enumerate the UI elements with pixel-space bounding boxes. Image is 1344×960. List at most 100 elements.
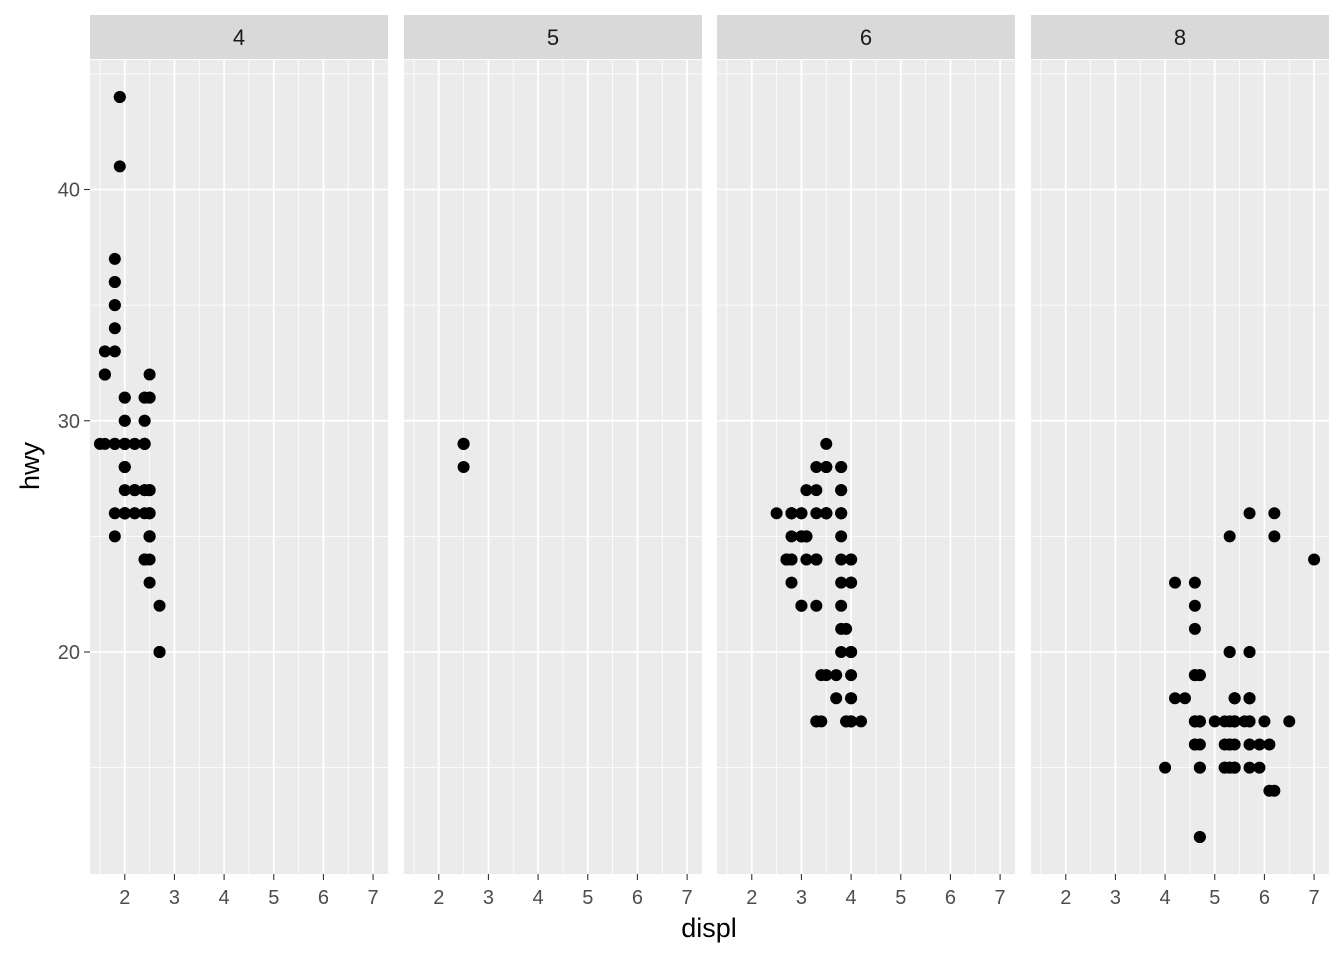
data-point [1218, 715, 1231, 728]
facet-strip [1031, 15, 1329, 59]
x-tick-label: 5 [895, 887, 906, 909]
data-point [143, 484, 156, 497]
data-point [1188, 576, 1201, 589]
data-point [835, 484, 848, 497]
data-point [785, 530, 798, 543]
data-point [98, 368, 111, 381]
panel-background [404, 60, 702, 874]
x-tick-label: 7 [995, 887, 1006, 909]
data-point [845, 553, 858, 566]
data-point [108, 345, 121, 358]
data-point [845, 646, 858, 658]
x-tick-label: 5 [1209, 887, 1220, 909]
data-point [1238, 715, 1251, 728]
data-point [143, 368, 156, 381]
data-point [1253, 761, 1266, 774]
data-point [1228, 738, 1241, 751]
data-point [118, 414, 131, 427]
data-point [810, 599, 823, 612]
data-point [1308, 553, 1321, 566]
data-point [153, 646, 166, 658]
data-point [830, 692, 843, 705]
data-point [820, 437, 833, 450]
data-point [1268, 507, 1281, 520]
data-point [113, 91, 126, 103]
data-point [1283, 715, 1296, 728]
panel-background [717, 60, 1015, 874]
x-tick-label: 5 [582, 887, 593, 909]
data-point [1268, 530, 1281, 543]
x-axis-title: displ [681, 913, 737, 943]
data-point [1193, 669, 1206, 682]
data-point [830, 669, 843, 682]
data-point [1208, 715, 1221, 728]
data-point [1258, 715, 1271, 728]
data-point [1263, 738, 1276, 751]
y-axis-title: hwy [15, 441, 45, 490]
data-point [845, 669, 858, 682]
data-point [108, 276, 121, 288]
facet-panel-6: 6 2 3 4 5 6 7 [717, 15, 1015, 909]
x-tick-label: 7 [682, 887, 693, 909]
data-point [795, 530, 808, 543]
x-tick-label: 2 [1060, 887, 1071, 909]
data-point [1223, 646, 1236, 658]
data-point [785, 507, 798, 520]
data-point [835, 553, 848, 566]
x-tick-label: 5 [268, 887, 279, 909]
data-point [108, 530, 121, 543]
data-point [108, 507, 121, 520]
data-point [845, 692, 858, 705]
x-tick-label: 6 [945, 887, 956, 909]
data-point [108, 437, 121, 450]
data-point [1228, 692, 1241, 705]
data-point [795, 507, 808, 520]
data-point [840, 715, 853, 728]
panel-background [90, 60, 388, 874]
data-point [1188, 599, 1201, 612]
facet-panel-5: 5 2 3 4 5 6 7 [404, 15, 702, 909]
data-point [1263, 784, 1276, 797]
data-point [780, 553, 793, 566]
data-point [800, 553, 813, 566]
data-point [810, 484, 823, 497]
data-point [810, 507, 823, 520]
data-point [1188, 622, 1201, 635]
data-point [1169, 692, 1182, 705]
data-point [128, 484, 141, 497]
data-point [118, 391, 131, 404]
x-tick-label: 7 [1309, 887, 1320, 909]
data-point [815, 715, 828, 728]
data-point [118, 484, 131, 497]
x-tick-label: 3 [483, 887, 494, 909]
facet-strip [717, 15, 1015, 59]
facet-strip-label: 6 [860, 25, 872, 50]
data-point [1228, 761, 1241, 774]
data-point [1243, 646, 1256, 658]
data-point [1193, 761, 1206, 774]
facet-panel-4: 4 2 3 4 5 6 7 [90, 15, 388, 909]
x-tick-label: 6 [1259, 887, 1270, 909]
facet-strip [90, 15, 388, 59]
data-point [835, 646, 848, 658]
x-tick-label: 4 [219, 887, 230, 909]
data-point [1193, 831, 1206, 843]
facet-strip-label: 4 [233, 25, 245, 50]
data-point [108, 322, 121, 335]
data-point [108, 299, 121, 312]
data-point [153, 599, 166, 612]
data-point [820, 461, 833, 473]
data-point [1253, 738, 1266, 751]
data-point [1193, 738, 1206, 751]
data-point [1169, 576, 1182, 589]
data-point [93, 437, 106, 450]
data-point [128, 437, 141, 450]
facet-strip-label: 5 [547, 25, 559, 50]
x-tick-label: 2 [433, 887, 444, 909]
data-point [143, 553, 156, 566]
data-point [835, 576, 848, 589]
data-point [118, 437, 131, 450]
data-point [1228, 715, 1241, 728]
data-point [835, 530, 848, 543]
